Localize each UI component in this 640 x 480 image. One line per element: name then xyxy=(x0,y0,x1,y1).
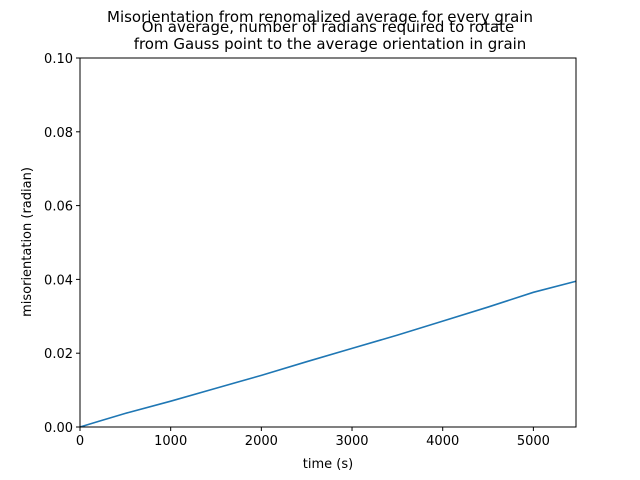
series-line-0 xyxy=(79,280,577,428)
chart-subtitle-line-2: from Gauss point to the average orientat… xyxy=(134,35,527,53)
x-tick-label: 5000 xyxy=(517,434,550,449)
x-tick-label: 0 xyxy=(76,434,84,449)
x-ticks: 0 1000 2000 3000 4000 5000 xyxy=(76,427,550,449)
chart-title: Misorientation from renomalized average … xyxy=(107,8,533,26)
y-tick-label: 0.02 xyxy=(44,347,73,362)
y-tick-label: 0.10 xyxy=(44,52,73,67)
plot-background xyxy=(80,58,576,427)
y-tick-label: 0.06 xyxy=(44,200,73,215)
y-tick-label: 0.00 xyxy=(44,421,73,436)
y-ticks: 0.00 0.02 0.04 0.06 0.08 0.10 xyxy=(44,52,80,436)
x-tick-label: 4000 xyxy=(426,434,459,449)
x-tick-label: 1000 xyxy=(154,434,187,449)
chart-subtitle-line-1: On average, number of radians required t… xyxy=(142,18,515,36)
y-tick-label: 0.04 xyxy=(44,273,73,288)
x-axis-label: time (s) xyxy=(303,457,353,472)
x-tick-label: 3000 xyxy=(335,434,368,449)
series-layer xyxy=(79,280,577,428)
y-tick-label: 0.08 xyxy=(44,126,73,141)
plot-frame xyxy=(79,57,577,428)
y-axis-label: misorientation (radian) xyxy=(20,167,35,317)
x-tick-label: 2000 xyxy=(245,434,278,449)
